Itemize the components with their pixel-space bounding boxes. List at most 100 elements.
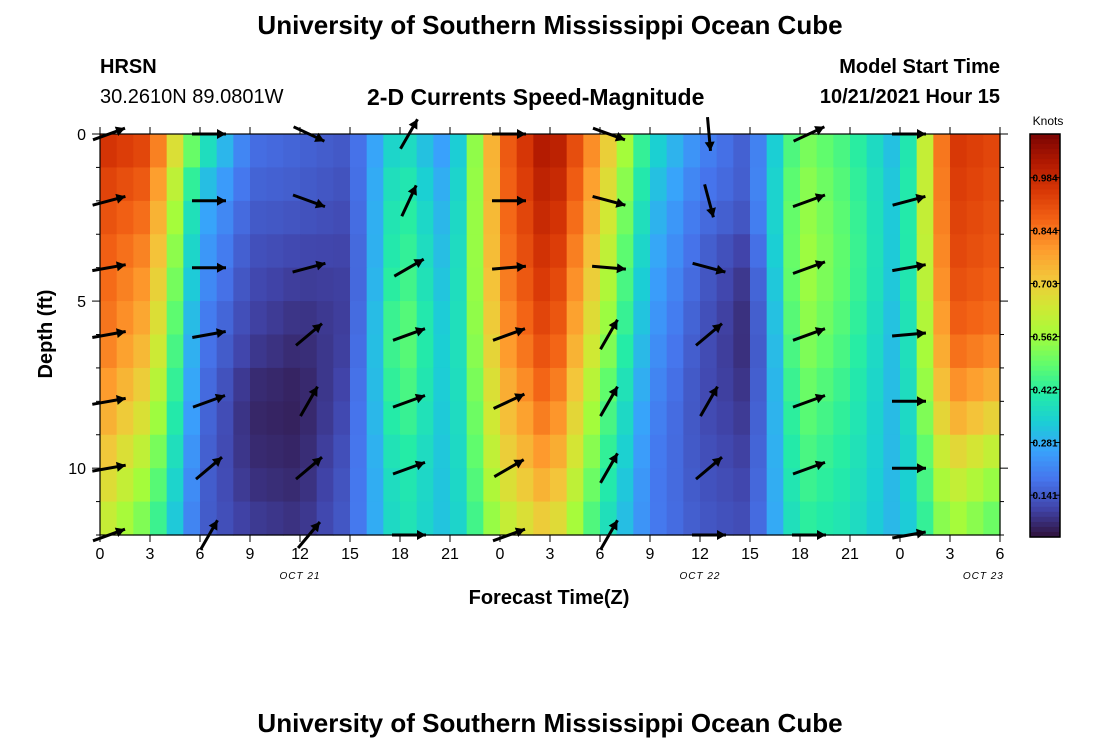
heatmap-cell — [383, 200, 401, 235]
heatmap-cell — [900, 200, 918, 235]
heatmap-cell — [450, 468, 468, 503]
heatmap-cell — [966, 267, 984, 302]
heatmap-cell — [750, 234, 768, 269]
heatmap-cell — [983, 267, 1001, 302]
date-label: OCT 21 — [279, 571, 320, 582]
arrow-head — [916, 328, 926, 339]
heatmap-cell — [916, 334, 934, 369]
heatmap-cell — [800, 200, 818, 235]
arrow-head — [715, 264, 726, 275]
heatmap-cell — [116, 200, 134, 235]
heatmap-cell — [183, 167, 201, 202]
heatmap-cell — [533, 200, 551, 235]
colorbar-segment — [1030, 325, 1060, 332]
heatmap-cell — [116, 501, 134, 536]
heatmap-cell — [883, 200, 901, 235]
heatmap-cell — [433, 200, 451, 235]
heatmap-cell — [550, 434, 568, 469]
colorbar-segment — [1030, 466, 1060, 473]
current-arrow — [695, 456, 723, 481]
heatmap-cell — [400, 501, 418, 536]
heatmap-cell — [566, 301, 584, 336]
heatmap-cell — [783, 200, 801, 235]
heatmap-cell — [750, 468, 768, 503]
heatmap-cell — [616, 468, 634, 503]
heatmap-cell — [566, 234, 584, 269]
heatmap-cell — [716, 334, 734, 369]
colorbar-segment — [1030, 491, 1060, 498]
heatmap-cell — [866, 267, 884, 302]
heatmap-cell — [100, 501, 118, 536]
heatmap-cell — [650, 367, 668, 402]
arrow-head — [814, 460, 825, 471]
heatmap-cell — [266, 301, 284, 336]
heatmap-cell — [566, 434, 584, 469]
arrow-head — [706, 207, 716, 218]
heatmap-cell — [716, 134, 734, 169]
heatmap-cell — [516, 401, 534, 436]
heatmap-cell — [150, 200, 168, 235]
heatmap-cell — [716, 267, 734, 302]
heatmap-cell — [933, 334, 951, 369]
heatmap-cell — [133, 401, 151, 436]
heatmap-cell — [650, 501, 668, 536]
heatmap-cell — [200, 501, 218, 536]
heatmap-cell — [416, 200, 434, 235]
heatmap-cell — [116, 468, 134, 503]
heatmap-cell — [850, 134, 868, 169]
heatmap-cell — [566, 367, 584, 402]
heatmap-cell — [800, 501, 818, 536]
current-arrow — [192, 328, 226, 339]
heatmap-cell — [383, 501, 401, 536]
colorbar-segment — [1030, 506, 1060, 513]
colorbar-segment — [1030, 531, 1060, 538]
heatmap-cell — [183, 401, 201, 436]
heatmap-cell — [950, 334, 968, 369]
heatmap-cell — [566, 134, 584, 169]
heatmap-cell — [183, 134, 201, 169]
colorbar-segment — [1030, 330, 1060, 337]
colorbar-segment — [1030, 375, 1060, 382]
heatmap-cell — [350, 234, 368, 269]
current-arrow — [192, 262, 226, 273]
heatmap-cell — [850, 267, 868, 302]
arrow-head — [315, 260, 326, 271]
heatmap-cell — [266, 367, 284, 402]
colorbar-segment — [1030, 139, 1060, 145]
heatmap-cell — [550, 401, 568, 436]
heatmap-cell — [400, 301, 418, 336]
heatmap-cell — [966, 200, 984, 235]
heatmap-cell — [850, 334, 868, 369]
heatmap-cell — [633, 334, 651, 369]
heatmap-cell — [900, 234, 918, 269]
heatmap-cell — [150, 267, 168, 302]
current-arrow — [192, 195, 226, 206]
heatmap-cell — [383, 334, 401, 369]
arrow-head — [414, 327, 425, 337]
heatmap-cell — [116, 434, 134, 469]
heatmap-cell — [483, 501, 501, 536]
heatmap-cell — [183, 501, 201, 536]
heatmap-cell — [833, 134, 851, 169]
heatmap-cell — [983, 334, 1001, 369]
heatmap-cell — [483, 367, 501, 402]
arrow-head — [514, 393, 525, 403]
heatmap-cell — [916, 234, 934, 269]
heatmap-cell — [200, 234, 218, 269]
current-arrow — [393, 257, 425, 278]
heatmap-cell — [600, 167, 618, 202]
heatmap-cell — [933, 434, 951, 469]
heatmap-cell — [566, 200, 584, 235]
heatmap-cell — [816, 334, 834, 369]
colorbar-segment — [1030, 476, 1060, 483]
heatmap-cell — [750, 134, 768, 169]
heatmap-cell — [933, 468, 951, 503]
heatmap-cell — [633, 468, 651, 503]
colorbar-segment — [1030, 516, 1060, 523]
heatmap-cell — [950, 401, 968, 436]
heatmap-cell — [466, 367, 484, 402]
heatmap-cell — [250, 134, 268, 169]
heatmap-cell — [850, 468, 868, 503]
heatmap-cell — [283, 401, 301, 436]
heatmap-cell — [966, 401, 984, 436]
